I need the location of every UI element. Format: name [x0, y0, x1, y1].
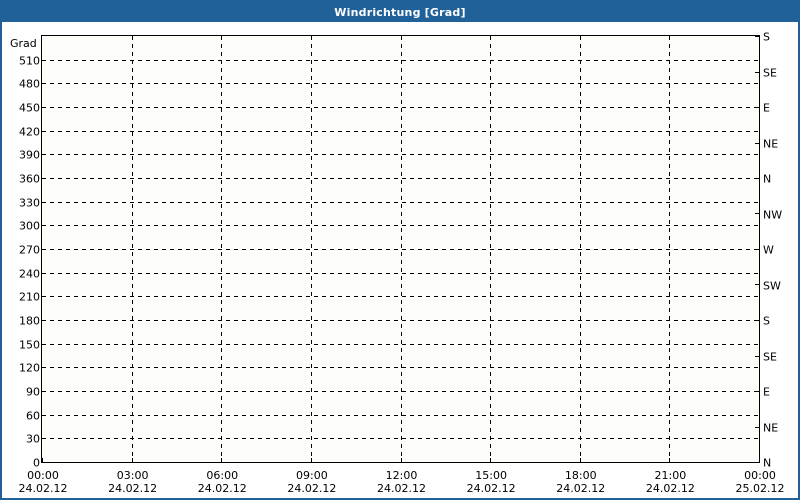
y-axis-tick-label: 390 [19, 148, 40, 162]
y-axis-tick-label: 0 [33, 456, 40, 470]
x-axis-tick-time: 09:00 [296, 469, 328, 482]
y-axis-tick-label: 210 [19, 290, 40, 304]
compass-tick-label: S [763, 314, 770, 328]
x-axis-tick-label: 21:00 24.02.12 [625, 469, 715, 495]
y-axis-unit-label: Grad [10, 37, 37, 50]
x-axis-tick-label: 00:00 24.02.12 [0, 469, 88, 495]
grid-lines [42, 36, 759, 462]
compass-tick-label: NE [763, 137, 779, 150]
compass-tick-label: W [763, 243, 774, 257]
x-axis-tick-label: 00:00 25.02.12 [715, 469, 800, 495]
y-axis-tick-label: 120 [19, 361, 40, 375]
x-axis-tick-date: 24.02.12 [18, 482, 68, 495]
x-axis-tick-date: 24.02.12 [377, 482, 426, 495]
y-axis-tick-label: 450 [19, 101, 40, 115]
compass-tick-label: NW [763, 208, 783, 221]
compass-tick-label: E [763, 385, 770, 399]
chart-title-bar: Windrichtung [Grad] [2, 2, 798, 22]
compass-tick-label: S [763, 30, 770, 44]
x-axis-tick-time: 00:00 [744, 469, 776, 482]
y-axis-tick-label: 510 [19, 54, 40, 68]
y-axis-tick-label: 90 [26, 385, 40, 399]
x-axis-tick-label: 06:00 24.02.12 [177, 469, 267, 495]
x-axis-tick-date: 24.02.12 [287, 482, 337, 495]
compass-tick-label: N [763, 172, 772, 186]
x-axis-tick-time: 15:00 [475, 469, 507, 482]
x-axis-tick-label: 12:00 24.02.12 [357, 469, 447, 495]
x-axis-tick-date: 25.02.12 [735, 482, 785, 495]
y-axis-left: 0 30 60 90 120 150 180 210 240 270 300 330 360 390 420… [2, 2, 40, 502]
y-axis-tick-label: 480 [19, 77, 40, 91]
y-axis-tick-label: 30 [26, 432, 40, 446]
x-axis-tick-label: 18:00 24.02.12 [536, 469, 626, 495]
y-axis-tick-label: 270 [19, 243, 40, 257]
compass-tick-label: SW [763, 279, 781, 292]
plot-area [41, 35, 760, 463]
x-axis-tick-label: 15:00 24.02.12 [446, 469, 536, 495]
compass-tick-label: E [763, 101, 770, 115]
x-axis-tick-date: 24.02.12 [466, 482, 516, 495]
compass-tick-label: SE [763, 350, 777, 363]
page-title: Windrichtung [Grad] [334, 5, 466, 19]
x-axis-tick-date: 24.02.12 [645, 482, 695, 495]
compass-tick-label: N [763, 456, 772, 470]
x-axis-tick-time: 21:00 [654, 469, 687, 482]
y-axis-tick-label: 150 [19, 338, 40, 352]
x-axis-tick-time: 00:00 [27, 469, 59, 482]
compass-tick-label: SE [763, 66, 777, 79]
compass-tick-label: NE [763, 421, 779, 434]
y-axis-tick-label: 330 [19, 196, 40, 210]
y-axis-tick-label: 180 [19, 314, 40, 328]
x-axis-tick-date: 24.02.12 [197, 482, 247, 495]
x-axis-tick-label: 03:00 24.02.12 [88, 469, 178, 495]
y-axis-tick-label: 360 [19, 172, 40, 186]
x-axis-tick-time: 12:00 [385, 469, 418, 482]
y-axis-tick-label: 240 [19, 267, 40, 281]
x-axis-tick-date: 24.02.12 [556, 482, 606, 495]
y-axis-tick-label: 420 [19, 125, 40, 139]
x-axis-tick-label: 09:00 24.02.12 [267, 469, 357, 495]
y-axis-tick-label: 300 [19, 219, 40, 233]
y-axis-right-compass: N NE E SE S SW W NW N NE E SE S [760, 2, 800, 502]
x-axis-tick-date: 24.02.12 [108, 482, 158, 495]
y-axis-tick-label: 60 [26, 409, 40, 423]
x-axis-tick-time: 06:00 [206, 469, 239, 482]
x-axis-tick-time: 18:00 [564, 469, 597, 482]
x-axis-tick-time: 03:00 [116, 469, 149, 482]
